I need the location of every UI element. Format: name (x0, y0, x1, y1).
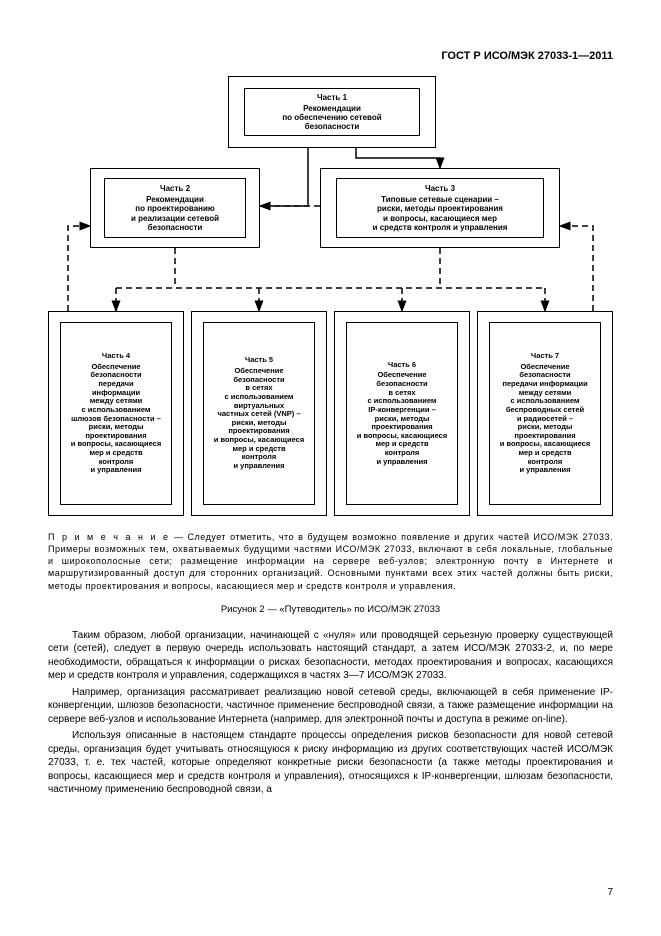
part6-title: Часть 6 (351, 361, 453, 370)
part4-title: Часть 4 (65, 352, 167, 361)
part1-box: Часть 1 Рекомендации по обеспечению сете… (244, 88, 420, 136)
part5-box: Часть 5 Обеспечение безопасности в сетях… (203, 322, 315, 505)
part7-title: Часть 7 (494, 352, 596, 361)
part6-box: Часть 6 Обеспечение безопасности в сетях… (346, 322, 458, 505)
part7-text: Обеспечение безопасности передачи информ… (494, 363, 596, 475)
figure-caption: Рисунок 2 — «Путеводитель» по ИСО/МЭК 27… (48, 604, 613, 615)
part2-text: Рекомендации по проектированию и реализа… (109, 195, 241, 232)
part4-text: Обеспечение безопасности передачи информ… (65, 363, 167, 475)
part4-box: Часть 4 Обеспечение безопасности передач… (60, 322, 172, 505)
para-1: Таким образом, любой организации, начина… (48, 629, 613, 683)
part2-title: Часть 2 (109, 184, 241, 193)
page-number: 7 (607, 887, 613, 898)
note-text: П р и м е ч а н и е — Следует отметить, … (48, 531, 613, 592)
para-3: Используя описанные в настоящем стандарт… (48, 729, 613, 797)
document-header: ГОСТ Р ИСО/МЭК 27033-1—2011 (48, 50, 613, 62)
part1-title: Часть 1 (249, 93, 415, 102)
part7-box: Часть 7 Обеспечение безопасности передач… (489, 322, 601, 505)
part3-title: Часть 3 (341, 184, 539, 193)
part6-text: Обеспечение безопасности в сетях с испол… (351, 371, 453, 466)
part3-box: Часть 3 Типовые сетевые сценарии – риски… (336, 178, 544, 238)
part2-box: Часть 2 Рекомендации по проектированию и… (104, 178, 246, 238)
part5-text: Обеспечение безопасности в сетях с испол… (208, 367, 310, 471)
flowchart-diagram: Часть 1 Рекомендации по обеспечению сете… (48, 76, 613, 521)
part3-text: Типовые сетевые сценарии – риски, методы… (341, 195, 539, 232)
body-text: Таким образом, любой организации, начина… (48, 629, 613, 797)
part5-title: Часть 5 (208, 356, 310, 365)
part1-text: Рекомендации по обеспечению сетевой безо… (249, 104, 415, 132)
para-2: Например, организация рассматривает реал… (48, 686, 613, 727)
